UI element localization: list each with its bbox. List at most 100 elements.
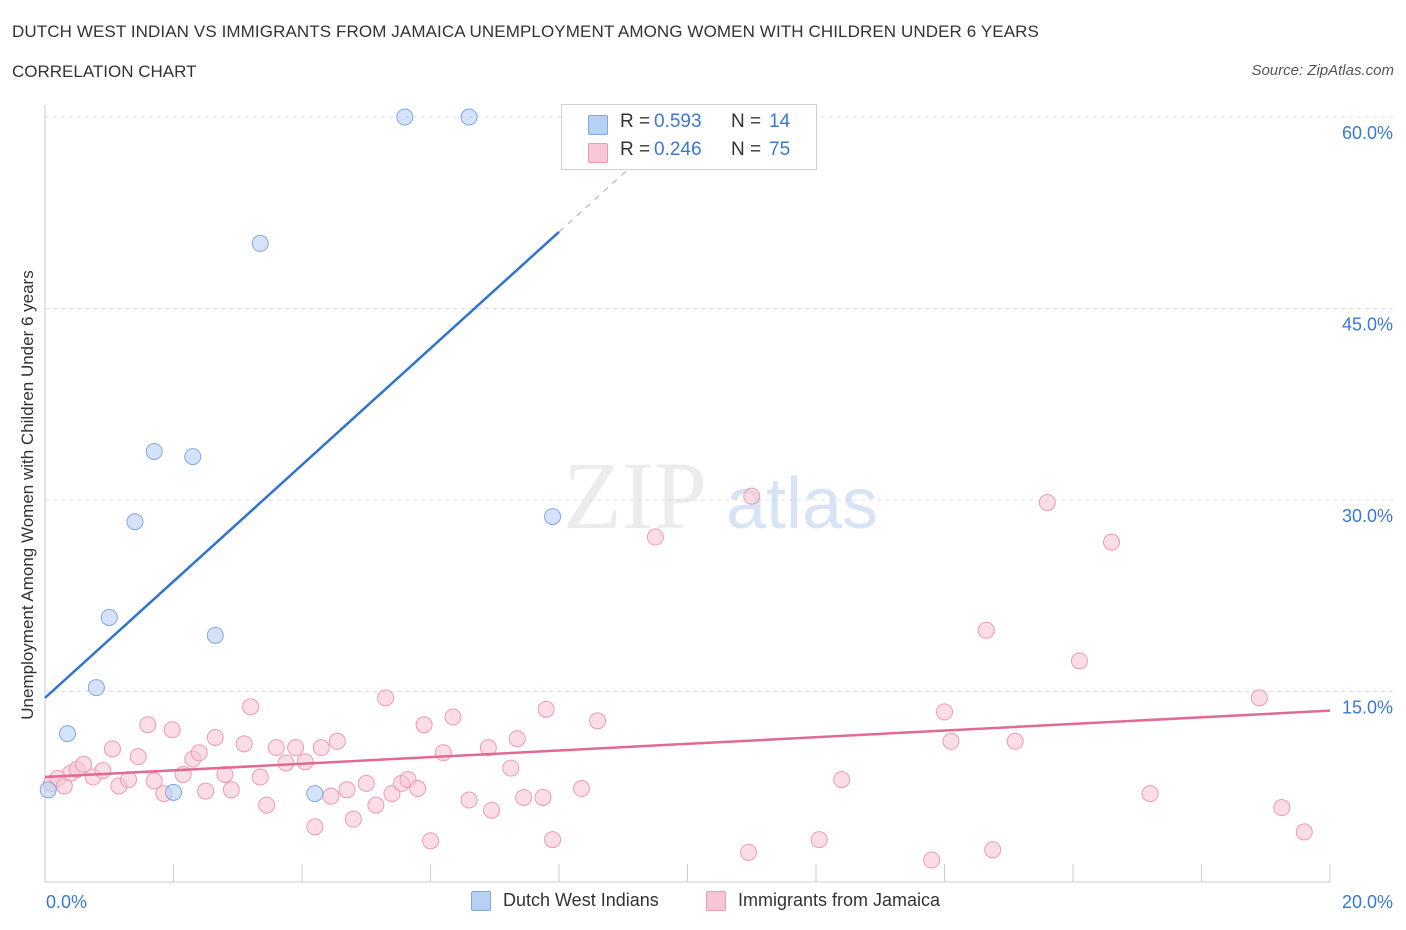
data-point-jamaica	[923, 851, 941, 869]
legend-n-value: 14	[769, 111, 791, 132]
data-point-dutch	[39, 781, 57, 799]
data-point-jamaica	[415, 716, 433, 734]
data-point-jamaica	[367, 796, 385, 814]
legend-r-value: 0.246	[654, 139, 702, 160]
y-tick-label: 30.0%	[1342, 506, 1393, 526]
bottom-legend-swatch-jamaica	[706, 891, 726, 911]
data-point-jamaica	[434, 744, 452, 762]
data-point-jamaica	[534, 788, 552, 806]
data-point-jamaica	[1038, 494, 1056, 512]
data-point-jamaica	[251, 768, 269, 786]
data-point-jamaica	[515, 788, 533, 806]
bottom-legend-swatch-dutch	[471, 891, 491, 911]
watermark-zip: ZIP	[563, 442, 707, 549]
data-point-jamaica	[235, 735, 253, 753]
grid-lines	[45, 116, 1395, 692]
legend-row-dutch: R = 0.593 N = 14	[562, 111, 816, 139]
data-point-jamaica	[537, 700, 555, 718]
y-axis-label: Unemployment Among Women with Children U…	[18, 270, 37, 720]
trend-line-jamaica	[44, 709, 1331, 779]
data-point-dutch	[396, 108, 414, 126]
legend-r-label: R =	[620, 111, 651, 132]
x-tick-label: 20.0%	[1342, 892, 1393, 912]
data-point-jamaica	[190, 744, 208, 762]
legend-n-label: N =	[731, 111, 762, 132]
data-point-jamaica	[322, 787, 340, 805]
data-point-dutch	[87, 679, 105, 697]
data-point-jamaica	[572, 780, 590, 798]
legend-r-label: R =	[620, 139, 651, 160]
data-point-dutch	[306, 785, 324, 803]
data-point-jamaica	[206, 728, 224, 746]
data-point-jamaica	[258, 796, 276, 814]
data-point-jamaica	[810, 831, 828, 849]
data-point-dutch	[165, 783, 182, 801]
axes	[44, 105, 1331, 883]
data-point-jamaica	[479, 739, 497, 757]
y-tick-label: 45.0%	[1342, 315, 1393, 335]
bottom-legend-label-jamaica: Immigrants from Jamaica	[738, 890, 941, 910]
data-point-jamaica	[589, 712, 607, 730]
x-tick-label: 0.0%	[46, 892, 87, 912]
data-point-jamaica	[344, 810, 362, 828]
data-point-jamaica	[646, 528, 664, 546]
tick-labels: 15.0% 30.0% 45.0% 60.0% 0.0% 20.0%	[46, 123, 1393, 912]
data-point-jamaica	[328, 732, 346, 750]
data-point-jamaica	[296, 753, 314, 771]
trend-lines	[44, 155, 1331, 779]
legend-n-value: 75	[769, 139, 791, 160]
data-point-jamaica	[743, 487, 761, 505]
data-point-jamaica	[139, 716, 157, 734]
data-point-jamaica	[1141, 785, 1159, 803]
data-point-jamaica	[357, 774, 375, 792]
data-point-dutch	[251, 234, 269, 252]
data-point-jamaica	[544, 831, 562, 849]
data-point-jamaica	[977, 621, 995, 639]
data-point-jamaica	[312, 739, 330, 757]
data-point-jamaica	[145, 772, 163, 790]
trend-line-dutch	[44, 230, 560, 699]
legend-swatch-jamaica	[588, 143, 608, 163]
y-tick-label: 15.0%	[1342, 698, 1393, 718]
data-point-jamaica	[936, 703, 953, 721]
data-point-jamaica	[94, 762, 112, 780]
data-point-jamaica	[242, 698, 260, 716]
data-point-jamaica	[338, 781, 356, 799]
bottom-legend-label-dutch: Dutch West Indians	[503, 890, 659, 910]
data-point-jamaica	[422, 832, 439, 850]
data-point-jamaica	[984, 841, 1002, 859]
data-point-jamaica	[75, 755, 93, 773]
legend-swatch-dutch	[588, 115, 608, 135]
data-point-jamaica	[129, 748, 147, 766]
data-point-jamaica	[222, 781, 240, 799]
chart-subtitle: CORRELATION CHART	[12, 62, 197, 81]
series-jamaica-points	[42, 487, 1313, 869]
data-point-jamaica	[163, 721, 181, 739]
data-point-jamaica	[508, 730, 526, 748]
data-point-jamaica	[306, 818, 324, 836]
data-point-jamaica	[483, 801, 501, 819]
data-point-jamaica	[216, 765, 234, 783]
correlation-legend: R = 0.593 N = 14 R = 0.246 N = 75	[561, 104, 817, 170]
legend-r-value: 0.593	[654, 111, 702, 132]
data-point-jamaica	[277, 754, 295, 772]
legend-n-label: N =	[731, 139, 762, 160]
data-point-jamaica	[377, 689, 395, 707]
data-point-jamaica	[740, 843, 758, 861]
data-point-jamaica	[103, 740, 121, 758]
data-point-jamaica	[1103, 533, 1121, 551]
data-point-jamaica	[1006, 732, 1024, 750]
data-point-dutch	[544, 508, 562, 526]
data-point-jamaica	[287, 739, 305, 757]
data-point-jamaica	[1295, 823, 1313, 841]
data-point-jamaica	[267, 739, 285, 757]
legend-row-jamaica: R = 0.246 N = 75	[562, 139, 816, 167]
data-point-jamaica	[444, 708, 462, 726]
data-point-jamaica	[833, 771, 851, 789]
data-point-jamaica	[460, 791, 478, 809]
data-point-dutch	[184, 448, 202, 466]
y-tick-label: 60.0%	[1342, 123, 1393, 143]
data-point-jamaica	[1273, 799, 1291, 817]
data-point-dutch	[126, 513, 144, 531]
